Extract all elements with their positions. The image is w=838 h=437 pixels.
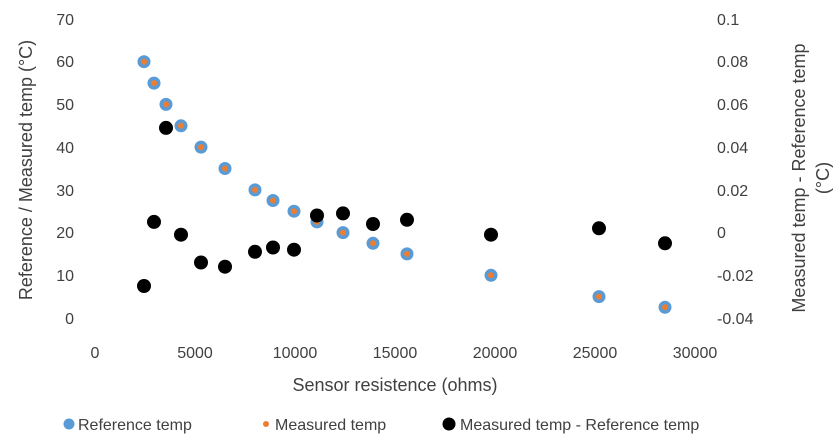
point-measured-temp-reference-temp [310,208,324,223]
y-right-tick-label: 0 [717,225,726,242]
y-left-tick-label: 10 [56,268,74,285]
point-measured-temp-reference-temp [658,236,672,251]
legend: Reference temp Measured temp Measured te… [63,417,699,434]
x-tick-label: 20000 [473,345,518,362]
legend-label-reference-temp: Reference temp [78,417,192,434]
y-right-tick-label: 0.02 [717,183,748,200]
legend-marker-reference-temp [63,418,75,430]
x-axis-ticks: 0 5000 10000 15000 20000 25000 30000 [91,345,718,362]
point-measured-temp [141,58,147,65]
point-measured-temp-reference-temp [194,255,208,270]
point-measured-temp-reference-temp [336,206,350,221]
x-tick-label: 15000 [373,345,418,362]
point-measured-temp-reference-temp [218,259,232,274]
y-right-tick-label: 0.08 [717,54,748,71]
y-right-tick-label: -0.02 [717,268,754,285]
point-measured-temp [404,250,410,257]
point-measured-temp [270,197,276,204]
y-right-tick-label: 0.06 [717,97,748,114]
y-left-tick-label: 20 [56,225,74,242]
y-left-tick-label: 60 [56,54,74,71]
point-measured-temp [252,186,258,193]
point-measured-temp [163,101,169,108]
y-left-tick-label: 30 [56,183,74,200]
point-measured-temp-reference-temp [400,212,414,227]
point-measured-temp [178,122,184,129]
point-measured-temp [151,80,157,87]
point-measured-temp-reference-temp [484,227,498,242]
x-tick-label: 10000 [273,345,318,362]
y-right-tick-label: 0.04 [717,140,748,157]
legend-marker-measured-temp [263,421,269,427]
plot-area [137,55,672,314]
x-tick-label: 0 [91,345,100,362]
point-measured-temp [198,144,204,151]
point-measured-temp-reference-temp [366,217,380,231]
legend-label-difference: Measured temp - Reference temp [460,417,699,434]
right-y-axis-title-unit: (°C) [813,162,833,194]
x-axis-title: Sensor resistence (ohms) [292,375,497,395]
point-measured-temp [370,240,376,247]
x-tick-label: 25000 [573,345,618,362]
point-measured-temp [222,165,228,172]
y-left-tick-label: 0 [65,311,74,328]
point-measured-temp [662,304,668,311]
point-measured-temp-reference-temp [174,227,188,242]
point-measured-temp [340,229,346,236]
point-measured-temp-reference-temp [592,221,606,236]
point-measured-temp [488,272,494,279]
left-y-axis-ticks: 0 10 20 30 40 50 60 70 [56,12,74,328]
y-right-tick-label: -0.04 [717,311,754,328]
x-tick-label: 30000 [673,345,718,362]
y-right-tick-label: 0.1 [717,12,739,29]
y-left-tick-label: 40 [56,140,74,157]
y-left-tick-label: 70 [56,12,74,29]
point-measured-temp [291,208,297,215]
right-y-axis-title: Measured temp - Reference temp [789,43,809,312]
point-measured-temp-reference-temp [137,279,151,293]
point-measured-temp-reference-temp [147,214,161,229]
legend-marker-difference [442,417,456,431]
left-y-axis-title: Reference / Measured temp (°C) [16,40,36,300]
point-measured-temp [596,293,602,300]
y-left-tick-label: 50 [56,97,74,114]
point-measured-temp-reference-temp [287,242,301,257]
x-tick-label: 5000 [177,345,213,362]
right-y-axis-ticks: -0.04 -0.02 0 0.02 0.04 0.06 0.08 0.1 [717,12,754,328]
point-measured-temp-reference-temp [266,240,280,255]
point-measured-temp-reference-temp [248,244,262,259]
point-measured-temp-reference-temp [159,120,173,135]
legend-label-measured-temp: Measured temp [275,417,386,434]
